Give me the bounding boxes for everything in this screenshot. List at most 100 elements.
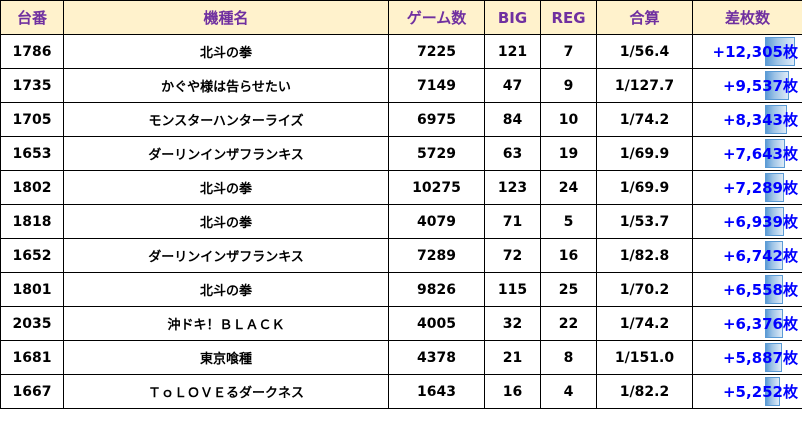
table-body: 1786 北斗の拳 7225 121 7 1/56.4 +12,305枚 1735 かぐや様は告… (0, 34, 802, 409)
cell-big: 32 (484, 306, 541, 341)
cell-games: 5729 (388, 136, 485, 171)
cell-big: 121 (484, 34, 541, 69)
cell-games: 10275 (388, 170, 485, 205)
table-row[interactable]: 1818 北斗の拳 4079 71 5 1/53.7 +6,939枚 (0, 204, 802, 239)
header-diff[interactable]: 差枚数 (692, 0, 802, 35)
cell-combined: 1/69.9 (596, 170, 693, 205)
cell-machine-name: ダーリンインザフランキス (63, 238, 389, 273)
cell-machine-no: 2035 (0, 306, 64, 341)
cell-combined: 1/74.2 (596, 306, 693, 341)
diff-value: +6,939枚 (722, 213, 798, 231)
cell-diff: +12,305枚 (692, 34, 802, 69)
cell-big: 63 (484, 136, 541, 171)
cell-reg: 4 (540, 374, 597, 409)
cell-combined: 1/56.4 (596, 34, 693, 69)
cell-machine-no: 1786 (0, 34, 64, 69)
cell-machine-name: 北斗の拳 (63, 204, 389, 239)
header-machine-no[interactable]: 台番 (0, 0, 64, 35)
cell-big: 115 (484, 272, 541, 307)
cell-diff: +7,643枚 (692, 136, 802, 171)
cell-diff: +5,252枚 (692, 374, 802, 409)
diff-data-bar (765, 207, 784, 236)
cell-reg: 22 (540, 306, 597, 341)
table-row[interactable]: 1786 北斗の拳 7225 121 7 1/56.4 +12,305枚 (0, 34, 802, 69)
cell-big: 84 (484, 102, 541, 137)
header-games[interactable]: ゲーム数 (388, 0, 485, 35)
diff-data-bar (765, 309, 783, 338)
diff-value: +12,305枚 (712, 43, 798, 61)
cell-games: 6975 (388, 102, 485, 137)
diff-value: +7,289枚 (722, 179, 798, 197)
cell-big: 71 (484, 204, 541, 239)
cell-big: 123 (484, 170, 541, 205)
header-machine-name[interactable]: 機種名 (63, 0, 389, 35)
cell-games: 4079 (388, 204, 485, 239)
cell-machine-no: 1667 (0, 374, 64, 409)
cell-reg: 16 (540, 238, 597, 273)
table-row[interactable]: 1705 モンスターハンターライズ 6975 84 10 1/74.2 +8,343枚 (0, 102, 802, 137)
cell-machine-name: 北斗の拳 (63, 34, 389, 69)
diff-value: +6,742枚 (722, 247, 798, 265)
cell-diff: +8,343枚 (692, 102, 802, 137)
cell-machine-no: 1735 (0, 68, 64, 103)
cell-diff: +7,289枚 (692, 170, 802, 205)
table-row[interactable]: 1667 ＴｏＬＯＶＥるダークネス 1643 16 4 1/82.2 +5,252枚 (0, 374, 802, 409)
header-row: 台番 機種名 ゲーム数 BIG REG 合算 差枚数 (0, 0, 802, 35)
diff-value: +9,537枚 (722, 77, 798, 95)
table-row[interactable]: 1681 東京喰種 4378 21 8 1/151.0 +5,887枚 (0, 340, 802, 375)
cell-machine-name: 北斗の拳 (63, 170, 389, 205)
cell-reg: 10 (540, 102, 597, 137)
cell-combined: 1/70.2 (596, 272, 693, 307)
cell-games: 9826 (388, 272, 485, 307)
cell-big: 16 (484, 374, 541, 409)
slot-results-table: 台番 機種名 ゲーム数 BIG REG 合算 差枚数 1786 北斗の拳 7225 1… (0, 0, 802, 409)
diff-data-bar (765, 241, 783, 270)
header-big[interactable]: BIG (484, 0, 541, 35)
cell-machine-no: 1652 (0, 238, 64, 273)
table-row[interactable]: 1802 北斗の拳 10275 123 24 1/69.9 +7,289枚 (0, 170, 802, 205)
cell-reg: 8 (540, 340, 597, 375)
cell-diff: +6,376枚 (692, 306, 802, 341)
cell-combined: 1/82.2 (596, 374, 693, 409)
table-header: 台番 機種名 ゲーム数 BIG REG 合算 差枚数 (0, 0, 802, 35)
diff-value: +7,643枚 (722, 145, 798, 163)
cell-machine-name: 沖ドキ！ＢＬＡＣＫ (63, 306, 389, 341)
cell-combined: 1/82.8 (596, 238, 693, 273)
cell-machine-name: 北斗の拳 (63, 272, 389, 307)
cell-games: 1643 (388, 374, 485, 409)
cell-machine-no: 1802 (0, 170, 64, 205)
table-row[interactable]: 1735 かぐや様は告らせたい 7149 47 9 1/127.7 +9,537枚 (0, 68, 802, 103)
cell-machine-no: 1801 (0, 272, 64, 307)
cell-combined: 1/53.7 (596, 204, 693, 239)
diff-data-bar (765, 71, 789, 100)
cell-games: 7289 (388, 238, 485, 273)
cell-machine-no: 1681 (0, 340, 64, 375)
diff-value: +8,343枚 (722, 111, 798, 129)
cell-diff: +6,742枚 (692, 238, 802, 273)
table-row[interactable]: 1652 ダーリンインザフランキス 7289 72 16 1/82.8 +6,742枚 (0, 238, 802, 273)
cell-big: 47 (484, 68, 541, 103)
cell-combined: 1/69.9 (596, 136, 693, 171)
diff-data-bar (765, 343, 782, 372)
cell-machine-name: ＴｏＬＯＶＥるダークネス (63, 374, 389, 409)
diff-data-bar (765, 37, 795, 66)
cell-machine-name: 東京喰種 (63, 340, 389, 375)
cell-combined: 1/74.2 (596, 102, 693, 137)
cell-machine-name: かぐや様は告らせたい (63, 68, 389, 103)
table-row[interactable]: 1801 北斗の拳 9826 115 25 1/70.2 +6,558枚 (0, 272, 802, 307)
cell-diff: +6,939枚 (692, 204, 802, 239)
header-combined[interactable]: 合算 (596, 0, 693, 35)
table-row[interactable]: 2035 沖ドキ！ＢＬＡＣＫ 4005 32 22 1/74.2 +6,376枚 (0, 306, 802, 341)
cell-machine-name: ダーリンインザフランキス (63, 136, 389, 171)
header-reg[interactable]: REG (540, 0, 597, 35)
diff-data-bar (765, 377, 780, 406)
table-row[interactable]: 1653 ダーリンインザフランキス 5729 63 19 1/69.9 +7,643枚 (0, 136, 802, 171)
diff-data-bar (765, 105, 787, 134)
cell-machine-name: モンスターハンターライズ (63, 102, 389, 137)
cell-diff: +9,537枚 (692, 68, 802, 103)
cell-combined: 1/127.7 (596, 68, 693, 103)
cell-reg: 5 (540, 204, 597, 239)
cell-reg: 7 (540, 34, 597, 69)
cell-diff: +5,887枚 (692, 340, 802, 375)
diff-value: +5,887枚 (722, 349, 798, 367)
